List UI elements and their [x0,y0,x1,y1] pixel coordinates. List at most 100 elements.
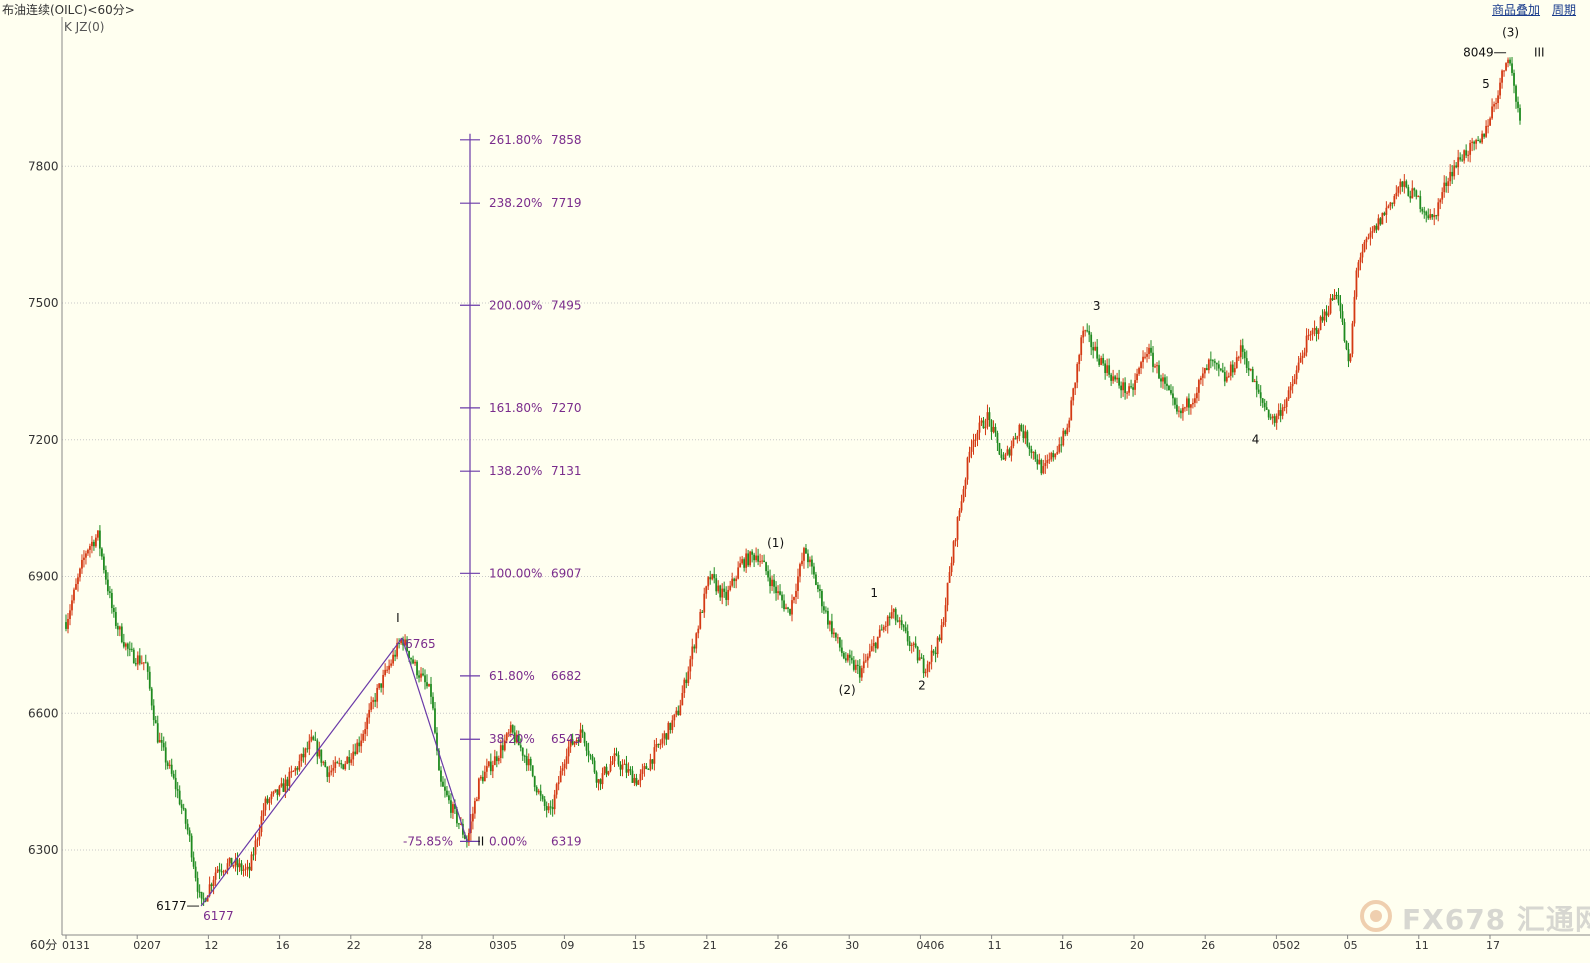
candle-body [1431,214,1434,218]
candle-body [356,742,359,755]
x-tick-label: 20 [1130,939,1144,952]
candle-body [120,626,123,643]
candle-body [1096,346,1099,359]
candle-body [525,756,528,766]
candle-body [1507,59,1509,64]
candle-body [102,556,105,571]
candle-body [260,816,263,833]
candle-body [874,642,877,649]
point-price-label: 6765 [405,637,436,651]
candle-body [1421,209,1424,212]
candle-body [1331,298,1334,300]
candle-body [1110,374,1113,381]
candle-body [126,643,129,649]
candle-body [920,657,923,659]
candle-body [978,422,981,433]
candle-body [146,663,149,672]
candle-body [1455,165,1458,168]
candle-body [1012,438,1015,447]
fib-price-label: 6907 [551,566,582,580]
candle-body [593,760,596,773]
candle-body [825,610,827,612]
candle-body [390,663,393,666]
candle-body [1441,192,1444,200]
candle-body [896,620,899,622]
candle-body [256,839,259,841]
candle-body [1387,206,1390,208]
candle-body [220,871,223,873]
candle-body [1030,449,1033,453]
candle-body [158,740,161,743]
candle-body [1201,373,1204,378]
candle-body [1323,311,1326,321]
candle-body [1158,365,1160,379]
candle-body [599,779,602,785]
instrument-title: 布油连续(OILC)<60分> [2,3,135,17]
candle-body [1221,370,1224,373]
candle-body [1407,187,1410,196]
candle-body [693,646,696,649]
candle-body [258,832,261,840]
candle-body [844,658,847,661]
candle-body [1231,364,1234,373]
candle-body [1341,311,1344,323]
candle-body [354,751,357,755]
candle-body [667,722,670,740]
candle-body [254,840,257,855]
candle-body [813,566,815,575]
candle-body [898,620,901,622]
candle-body [336,762,339,764]
candle-body [595,772,598,783]
candle-body [966,457,969,480]
candle-body [1491,106,1493,119]
candle-body [182,807,185,810]
candle-body [649,759,652,770]
candle-body [507,732,510,734]
candle-body [761,560,763,562]
candle-body [1471,141,1474,143]
candle-body [475,799,478,802]
candle-body [653,747,656,764]
candle-body [543,799,546,807]
candle-body [719,585,722,598]
candle-body [1509,59,1511,64]
candle-body [212,879,215,887]
candle-body [699,611,702,629]
commodity-overlay-link[interactable]: 商品叠加 [1492,3,1541,17]
candle-body [1473,141,1476,144]
x-tick-label: 22 [347,939,361,952]
candle-body [1335,294,1338,296]
candle-body [128,648,131,650]
candle-body [846,654,849,661]
candle-body [1503,70,1505,72]
candle-body [697,628,700,634]
fib-ratio-label: 38.20% [489,732,535,746]
candle-body [1465,150,1468,156]
candle-body [533,776,536,788]
candle-body [627,769,630,773]
candle-body [1074,382,1077,389]
candle-body [364,729,367,734]
candle-body [89,546,91,550]
candle-body [202,898,205,900]
candle-body [781,594,783,601]
period-link[interactable]: 周期 [1552,3,1577,17]
price-marker-label: 8049 [1463,46,1494,60]
candle-body [276,789,279,795]
candle-body [1082,330,1085,338]
candle-body [452,804,454,813]
candle-body [675,710,678,715]
candle-body [420,673,422,678]
candle-body [174,777,177,790]
candle-body [1132,387,1134,390]
candle-body [136,655,139,665]
candle-body [539,790,542,796]
candle-body [497,757,500,762]
candle-body [862,661,865,669]
candle-body [1349,353,1352,362]
candle-body [416,661,418,676]
candle-body [1126,392,1128,394]
candle-body [1389,202,1392,207]
